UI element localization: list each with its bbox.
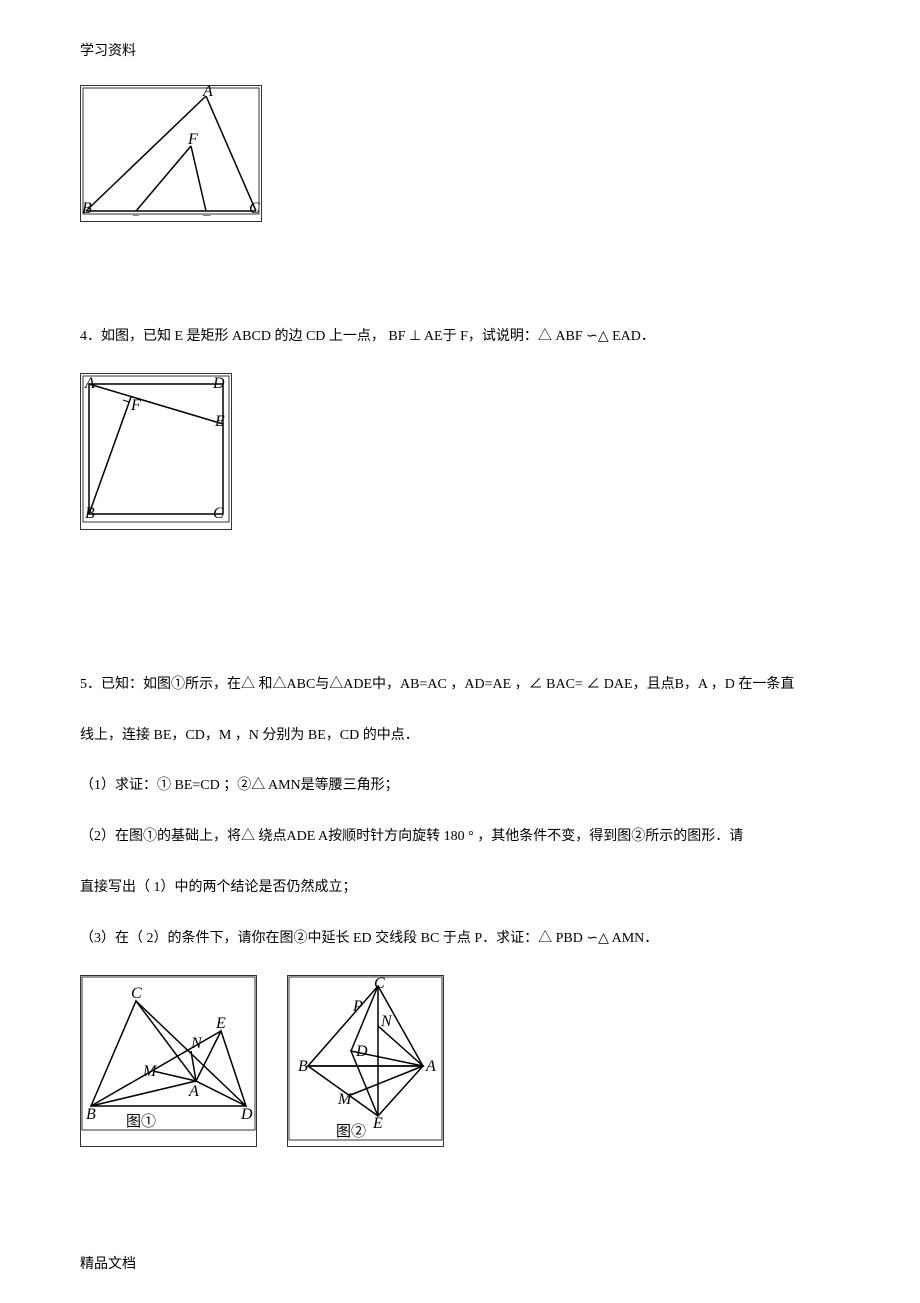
label-D: D — [240, 1106, 253, 1123]
label-E: E — [215, 1015, 226, 1032]
page-header: 学习资料 — [80, 40, 840, 60]
problem-4-text: 4．如图，已知 E 是矩形 ABCD 的边 CD 上一点， BF ⊥ AE于 F… — [80, 322, 840, 353]
label-E: E — [200, 213, 211, 216]
problem-5-sub2b: 直接写出（ 1）中的两个结论是否仍然成立； — [80, 873, 840, 904]
label-D: D — [355, 1043, 368, 1060]
label-A: A — [202, 86, 213, 100]
label-M: M — [142, 1063, 158, 1080]
label-F: F — [130, 397, 141, 414]
problem-5-line1: 5．已知：如图①所示，在△ 和△ABC与△ADE中，AB=AC ，AD=AE ，… — [80, 670, 840, 701]
problem-5-sub2: （2）在图①的基础上，将△ 绕点ADE A按顺时针方向旋转 180 ° ，其他条… — [80, 822, 840, 853]
figure-rectangle-4: A D E F B C — [80, 373, 232, 530]
problem-5-line2: 线上，连接 BE，CD，M ，N 分别为 BE，CD 的中点． — [80, 721, 840, 752]
label-N: N — [190, 1035, 203, 1052]
label-D: D — [212, 375, 225, 392]
label-A: A — [84, 375, 95, 392]
figure-triangle-1: A F B D E C — [80, 85, 262, 222]
caption-1: 图① — [126, 1113, 156, 1130]
figure-5-right: C P N D B A M E 图② — [287, 975, 444, 1147]
caption-2: 图② — [336, 1123, 366, 1140]
label-C: C — [131, 985, 142, 1002]
label-N: N — [380, 1013, 393, 1030]
label-C: C — [374, 976, 385, 992]
label-B: B — [82, 200, 92, 216]
page-footer: 精品文档 — [80, 1253, 136, 1273]
label-D: D — [130, 213, 143, 216]
figure-5-left: C E N M B A D 图① — [80, 975, 257, 1147]
label-C: C — [213, 505, 224, 522]
label-F: F — [187, 131, 198, 148]
label-P: P — [352, 998, 363, 1015]
label-B: B — [298, 1058, 308, 1075]
label-A: A — [188, 1083, 199, 1100]
problem-5-sub3: （3）在（ 2）的条件下，请你在图②中延长 ED 交线段 BC 于点 P．求证：… — [80, 924, 840, 955]
problem-5-sub1: （1）求证：① BE=CD ；②△ AMN是等腰三角形； — [80, 771, 840, 802]
label-E: E — [372, 1115, 383, 1132]
label-E: E — [214, 413, 225, 430]
label-B: B — [85, 505, 95, 522]
label-A: A — [425, 1058, 436, 1075]
label-C: C — [249, 200, 260, 216]
label-M: M — [337, 1091, 353, 1108]
label-B: B — [86, 1106, 96, 1123]
